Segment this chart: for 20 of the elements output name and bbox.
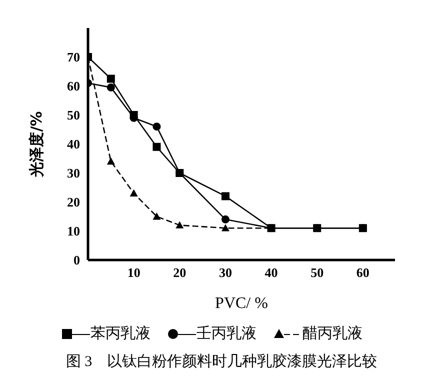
y-tick-label: 20 <box>67 194 80 210</box>
legend-label: 苯丙乳液 <box>90 324 150 343</box>
y-axis-title: 光泽度/% <box>27 111 46 178</box>
y-tick-label: 60 <box>67 78 80 94</box>
x-tick-label: 30 <box>218 265 232 280</box>
x-tick-label: 10 <box>127 265 140 280</box>
y-tick-label: 50 <box>67 108 80 123</box>
y-tick-label: 0 <box>74 252 80 268</box>
x-axis-title: PVC/ % <box>215 295 268 312</box>
caption: 图 3 以钛白粉作颜料时几种乳胶漆膜光泽比较 <box>64 352 378 371</box>
y-tick-label: 30 <box>67 166 80 181</box>
x-tick-label: 60 <box>356 265 370 280</box>
legend-label: 醋丙乳液 <box>302 324 362 343</box>
x-tick-label: 40 <box>264 265 278 280</box>
x-tick-label: 50 <box>310 265 324 280</box>
y-tick-label: 40 <box>67 136 80 152</box>
y-tick-label: 10 <box>67 224 80 239</box>
x-tick-label: 20 <box>173 265 186 280</box>
legend-label: 壬丙乳液 <box>196 324 256 343</box>
y-tick-label: 70 <box>67 50 80 65</box>
